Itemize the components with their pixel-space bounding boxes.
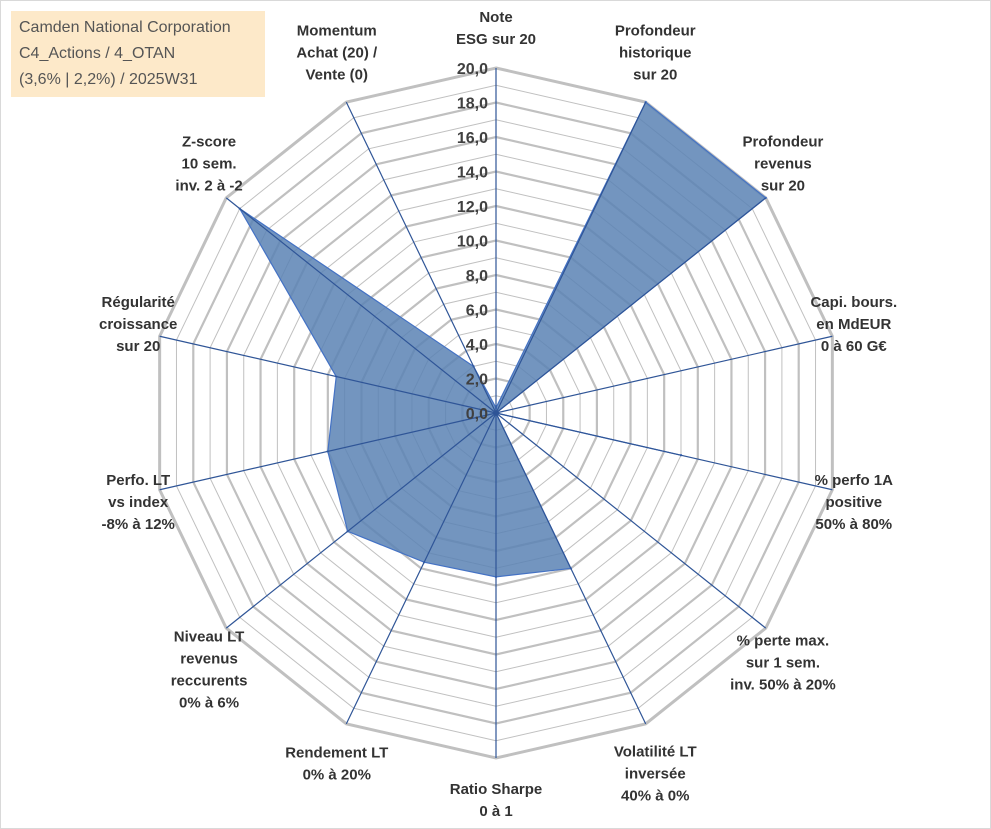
axis-label-line: 40% à 0% — [621, 787, 689, 804]
axis-label-12: Z-score 10 sem. inv. 2 à -2 — [175, 134, 242, 195]
axis-spoke — [495, 335, 833, 414]
axis-label-line: inv. 50% à 20% — [730, 676, 836, 693]
axis-label-line: Momentum — [297, 23, 377, 40]
axis-label-6: Volatilité LT inversée 40% à 0% — [614, 743, 697, 804]
axis-label-line: 0% à 6% — [179, 694, 239, 711]
axis-label-line: vs index — [108, 494, 169, 511]
info-stats: (3,6% | 2,2%) / 2025W31 — [19, 71, 198, 88]
axis-label-line: Perfo. LT — [106, 472, 170, 489]
axis-label-line: Z-score — [182, 134, 236, 151]
axis-label-3: Capi. bours. en MdEUR 0 à 60 G€ — [810, 294, 897, 355]
axis-label-2: Profondeur revenus sur 20 — [743, 134, 824, 195]
axis-spokes — [159, 68, 833, 758]
axis-spoke — [495, 412, 833, 491]
axis-label-line: Profondeur — [743, 134, 824, 151]
axis-spoke — [159, 412, 497, 491]
axis-label-line: en MdEUR — [816, 316, 891, 333]
tick-label: 4,0 — [466, 337, 488, 354]
tick-label: 20,0 — [457, 61, 488, 78]
axis-labels: Note ESG sur 20 Profondeur historique sur 20… — [99, 9, 897, 820]
axis-label-7: Ratio Sharpe 0 à 1 — [450, 781, 543, 820]
axis-label-line: 0 à 1 — [479, 803, 512, 820]
axis-spoke — [225, 197, 497, 414]
axis-label-line: 0% à 20% — [303, 766, 371, 783]
axis-label-8: Rendement LT 0% à 20% — [285, 744, 388, 783]
axis-label-line: Ratio Sharpe — [450, 781, 543, 798]
axis-spoke — [495, 412, 647, 725]
axis-label-line: Volatilité LT — [614, 743, 697, 760]
axis-label-line: 10 sem. — [182, 156, 237, 173]
tick-label: 14,0 — [457, 165, 488, 182]
axis-label-line: revenus — [754, 156, 812, 173]
tick-label: 10,0 — [457, 234, 488, 251]
info-box: Camden National Corporation C4_Actions /… — [11, 11, 265, 97]
axis-spoke — [495, 197, 767, 414]
axis-label-10: Perfo. LT vs index -8% à 12% — [102, 472, 175, 533]
axis-label-13: Momentum Achat (20) / Vente (0) — [296, 23, 378, 84]
axis-label-line: Capi. bours. — [810, 294, 897, 311]
axis-label-line: reccurents — [171, 672, 248, 689]
axis-spoke — [225, 412, 497, 629]
axis-label-line: Note — [479, 9, 512, 26]
axis-spoke — [495, 101, 647, 414]
axis-label-line: 50% à 80% — [815, 516, 892, 533]
axis-label-5: % perte max. sur 1 sem. inv. 50% à 20% — [730, 632, 836, 693]
axis-label-line: Vente (0) — [305, 67, 368, 84]
axis-spoke — [345, 412, 497, 725]
axis-label-line: sur 20 — [116, 338, 160, 355]
tick-label: 16,0 — [457, 130, 488, 147]
axis-label-line: inv. 2 à -2 — [175, 178, 242, 195]
axis-label-9: Niveau LT revenus reccurents 0% à 6% — [171, 628, 248, 711]
axis-label-line: ESG sur 20 — [456, 31, 536, 48]
axis-label-line: positive — [825, 494, 882, 511]
info-category: C4_Actions / 4_OTAN — [19, 45, 176, 62]
axis-label-line: -8% à 12% — [102, 516, 175, 533]
radial-tick-labels: 0,0 2,0 4,0 6,0 8,0 10,0 12,0 14,0 16,0 18,0 20,0 — [457, 61, 488, 423]
axis-label-line: % perfo 1A — [815, 472, 894, 489]
axis-label-4: % perfo 1A positive 50% à 80% — [815, 472, 894, 533]
axis-spoke — [159, 335, 497, 414]
tick-label: 2,0 — [466, 372, 488, 389]
axis-label-line: sur 20 — [761, 178, 805, 195]
tick-label: 12,0 — [457, 199, 488, 216]
axis-label-line: Rendement LT — [285, 744, 388, 761]
tick-label: 6,0 — [466, 303, 488, 320]
axis-label-line: Achat (20) / — [296, 45, 378, 62]
axis-label-line: 0 à 60 G€ — [821, 338, 888, 355]
tick-label: 8,0 — [466, 268, 488, 285]
axis-label-0: Note ESG sur 20 — [456, 9, 536, 48]
axis-label-1: Profondeur historique sur 20 — [615, 23, 696, 84]
axis-label-line: sur 1 sem. — [746, 654, 820, 671]
axis-label-line: Profondeur — [615, 23, 696, 40]
axis-spoke — [495, 412, 767, 629]
axis-label-line: revenus — [180, 650, 238, 667]
axis-label-line: sur 20 — [633, 67, 677, 84]
axis-label-line: inversée — [625, 765, 686, 782]
tick-label: 18,0 — [457, 96, 488, 113]
axis-label-line: croissance — [99, 316, 177, 333]
axis-label-line: Régularité — [102, 294, 175, 311]
axis-label-11: Régularité croissance sur 20 — [99, 294, 177, 355]
axis-label-line: % perte max. — [737, 632, 830, 649]
axis-label-line: historique — [619, 45, 692, 62]
axis-spoke — [345, 101, 497, 414]
tick-label: 0,0 — [466, 406, 488, 423]
info-company: Camden National Corporation — [19, 19, 231, 36]
axis-label-line: Niveau LT — [174, 628, 245, 645]
